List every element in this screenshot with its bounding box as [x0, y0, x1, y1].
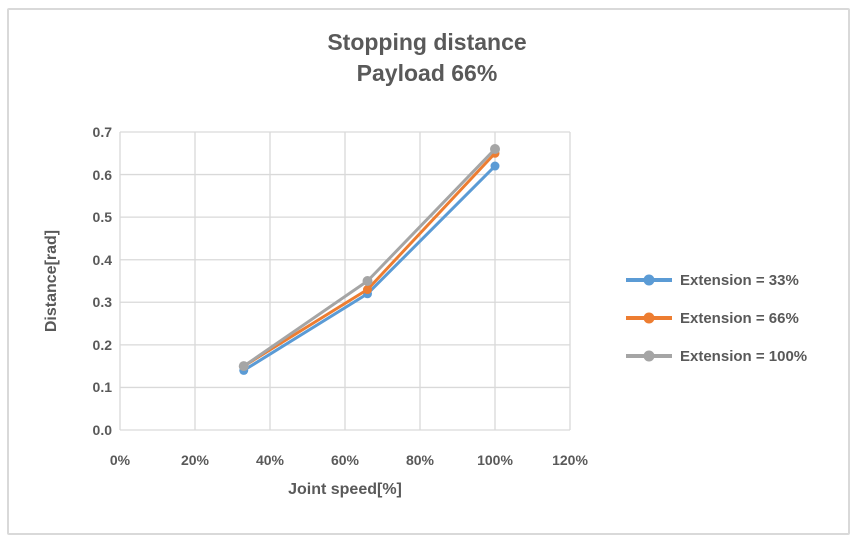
chart-title: Stopping distance Payload 66%	[0, 27, 854, 89]
legend-dot-icon	[643, 274, 655, 286]
legend-line-marker-icon	[626, 350, 672, 362]
y-axis-title: Distance[rad]	[43, 229, 60, 333]
legend-label: Extension = 66%	[680, 309, 799, 327]
data-point-marker	[362, 276, 373, 286]
y-tick-label: 0.2	[92, 336, 112, 353]
legend-item[interactable]: Extension = 100%	[626, 337, 807, 375]
x-axis-title: Joint speed[%]	[288, 481, 402, 498]
y-tick-label: 0.1	[92, 379, 112, 396]
legend-label: Extension = 33%	[680, 271, 799, 289]
y-tick-label: 0.4	[92, 251, 112, 268]
chart-title-line1: Stopping distance	[327, 29, 527, 55]
legend-dot-icon	[643, 312, 655, 324]
x-tick-label: 60%	[330, 452, 360, 468]
legend-line-marker-icon	[626, 312, 672, 324]
y-tick-label: 0.0	[92, 422, 112, 438]
legend-item[interactable]: Extension = 33%	[626, 261, 807, 299]
chart-area[interactable]	[7, 8, 850, 535]
legend-dot-icon	[643, 350, 655, 362]
y-tick-label: 0.3	[92, 294, 112, 311]
y-tick-label: 0.7	[92, 124, 112, 140]
y-tick-label: 0.5	[92, 209, 112, 226]
legend-item[interactable]: Extension = 66%	[626, 299, 807, 337]
x-tick-label: 20%	[180, 452, 210, 468]
legend: Extension = 33% Extension = 66% Extension …	[626, 261, 807, 375]
data-point-marker	[490, 161, 500, 171]
x-tick-label: 80%	[405, 452, 435, 468]
data-point-marker	[238, 361, 249, 372]
data-point-marker	[363, 285, 372, 295]
data-point-marker	[490, 144, 500, 155]
legend-label: Extension = 100%	[680, 347, 808, 365]
legend-line-marker-icon	[626, 274, 672, 286]
x-tick-label: 0%	[109, 452, 131, 468]
y-tick-label: 0.6	[92, 166, 112, 183]
chart-title-line2: Payload 66%	[356, 60, 498, 86]
x-tick-label: 40%	[255, 452, 285, 468]
series-line-extension-100-	[242, 147, 497, 368]
x-tick-label: 100%	[477, 452, 513, 468]
x-tick-label: 120%	[552, 452, 588, 468]
